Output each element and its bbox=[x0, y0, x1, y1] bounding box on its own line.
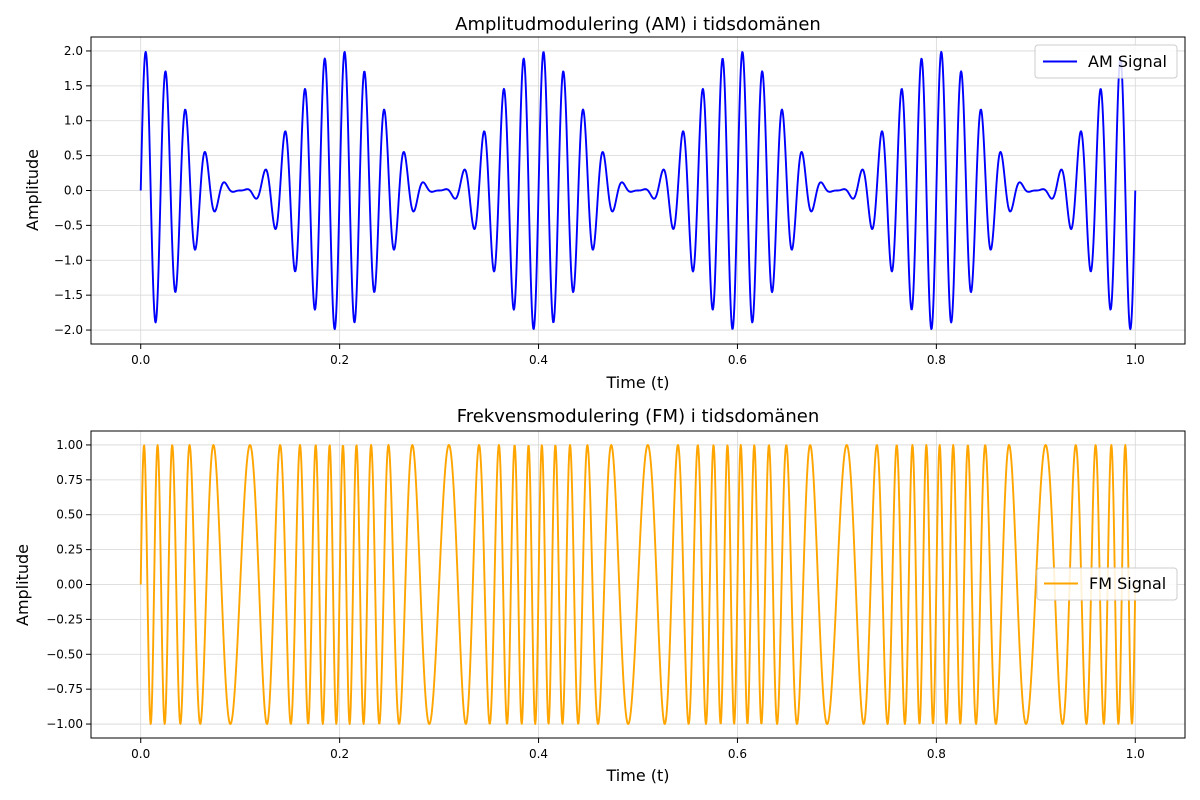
legend-label: FM Signal bbox=[1089, 574, 1166, 593]
y-tick-label: 0.25 bbox=[56, 543, 83, 557]
fm-chart: Frekvensmodulering (FM) i tidsdomänen 0.… bbox=[13, 406, 1186, 785]
x-tick-label: 1.0 bbox=[1126, 353, 1145, 367]
x-axis-label: Time (t) bbox=[606, 766, 670, 785]
x-tick-label: 0.2 bbox=[330, 747, 349, 761]
x-axis-label: Time (t) bbox=[606, 373, 670, 392]
series-line bbox=[139, 444, 1137, 725]
x-tick-label: 0.4 bbox=[529, 353, 548, 367]
legend: FM Signal bbox=[1036, 567, 1178, 601]
x-tick-label: 0.6 bbox=[728, 353, 747, 367]
x-tick-label: 1.0 bbox=[1126, 747, 1145, 761]
x-axis-ticks: 0.0 0.2 0.4 0.6 0.8 1.0 bbox=[131, 738, 1145, 761]
y-tick-label: 1.5 bbox=[64, 79, 83, 93]
y-axis-label: Amplitude bbox=[23, 149, 42, 231]
am-chart: Amplitudmodulering (AM) i tidsdomänen 0.… bbox=[23, 14, 1186, 392]
y-tick-label: −0.50 bbox=[46, 647, 83, 661]
y-axis-label: Amplitude bbox=[13, 544, 32, 626]
x-tick-label: 0.0 bbox=[131, 353, 150, 367]
x-axis-ticks: 0.0 0.2 0.4 0.6 0.8 1.0 bbox=[131, 344, 1145, 367]
y-tick-label: 0.0 bbox=[64, 184, 83, 198]
y-tick-label: −1.5 bbox=[54, 288, 83, 302]
x-tick-label: 0.0 bbox=[131, 747, 150, 761]
y-tick-label: 0.75 bbox=[56, 473, 83, 487]
y-tick-label: 1.00 bbox=[56, 438, 83, 452]
y-tick-label: 0.00 bbox=[56, 578, 83, 592]
y-tick-label: 1.0 bbox=[64, 114, 83, 128]
x-tick-label: 0.8 bbox=[927, 747, 946, 761]
x-tick-label: 0.8 bbox=[927, 353, 946, 367]
y-tick-label: −0.75 bbox=[46, 682, 83, 696]
y-axis-ticks: −2.0 −1.5 −1.0 −0.5 0.0 0.5 1.0 1.5 2.0 bbox=[54, 44, 91, 337]
y-tick-label: −0.5 bbox=[54, 218, 83, 232]
x-tick-label: 0.6 bbox=[728, 747, 747, 761]
y-tick-label: 2.0 bbox=[64, 44, 83, 58]
legend-box bbox=[1036, 567, 1178, 601]
y-axis-ticks: −1.00 −0.75 −0.50 −0.25 0.00 0.25 0.50 0.75 1.00 bbox=[46, 438, 91, 731]
chart-title: Frekvensmodulering (FM) i tidsdomänen bbox=[457, 406, 820, 427]
y-tick-label: 0.50 bbox=[56, 508, 83, 522]
series-layer bbox=[139, 444, 1137, 725]
series-layer bbox=[139, 50, 1137, 331]
y-tick-label: −1.0 bbox=[54, 253, 83, 267]
y-tick-label: 0.5 bbox=[64, 149, 83, 163]
chart-title: Amplitudmodulering (AM) i tidsdomänen bbox=[455, 14, 821, 35]
x-tick-label: 0.2 bbox=[330, 353, 349, 367]
legend-label: AM Signal bbox=[1088, 52, 1167, 71]
y-tick-label: −2.0 bbox=[54, 323, 83, 337]
x-tick-label: 0.4 bbox=[529, 747, 548, 761]
grid bbox=[91, 431, 1185, 738]
y-tick-label: −0.25 bbox=[46, 612, 83, 626]
legend-box bbox=[1034, 44, 1178, 79]
series-line bbox=[139, 50, 1137, 331]
legend: AM Signal bbox=[1034, 44, 1178, 79]
y-tick-label: −1.00 bbox=[46, 717, 83, 731]
